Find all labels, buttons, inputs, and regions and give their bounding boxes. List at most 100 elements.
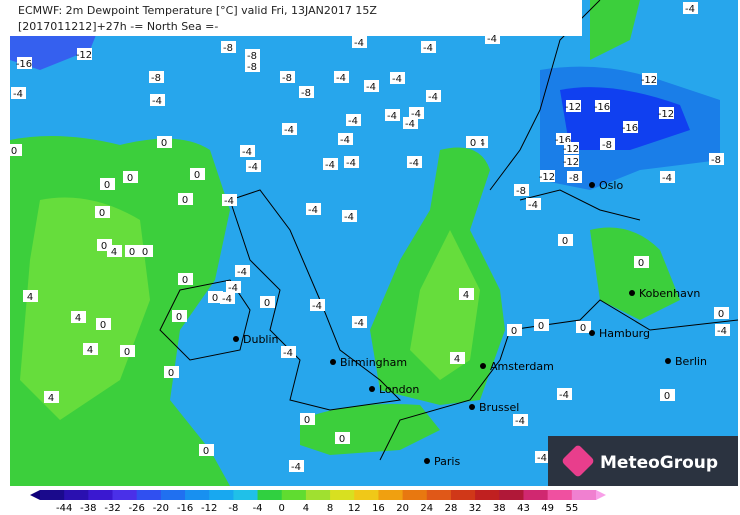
colorbar: -44 -38 -32 -26 -20 -16 -12 -8 -4 0 4 8 12 16 20 24 28 32… xyxy=(30,490,606,514)
label-box xyxy=(342,210,357,222)
colorbar-segment xyxy=(547,490,573,500)
label-box xyxy=(564,142,579,154)
contour-label: -4 xyxy=(291,462,301,473)
contour-label: -16 xyxy=(16,59,32,70)
contour-label: -4 xyxy=(559,390,569,401)
label-box xyxy=(7,144,22,156)
colorbar-tick-label: 20 xyxy=(396,503,409,514)
colorbar-end xyxy=(596,490,606,500)
colorbar-segment xyxy=(64,490,89,500)
colorbar-tick-label: 49 xyxy=(541,503,554,514)
label-box xyxy=(352,36,367,48)
label-box xyxy=(534,319,549,331)
cities: Oslo Kobenhavn Hamburg Berlin Dublin Birmingh… xyxy=(233,179,707,468)
contour-label: -4 xyxy=(537,453,547,464)
contour-label: 0 xyxy=(664,391,670,402)
contour-label: -4 xyxy=(308,205,318,216)
contour-label: -8 xyxy=(223,43,233,54)
contour-label: -4 xyxy=(685,4,695,15)
label-box xyxy=(44,391,59,403)
label-box xyxy=(634,256,649,268)
label-box xyxy=(514,184,529,196)
colorbar-tick-label: 24 xyxy=(420,503,433,514)
contour-label: 0 xyxy=(129,247,135,258)
contour-label: -12 xyxy=(658,109,674,120)
contour-label: -4 xyxy=(354,318,364,329)
contour-label: -4 xyxy=(228,283,238,294)
colorbar-tick-label: -8 xyxy=(228,503,238,514)
contour-label: 0 xyxy=(212,293,218,304)
label-box xyxy=(600,138,615,150)
colorbar-tick-label: 12 xyxy=(348,503,361,514)
label-box xyxy=(149,71,164,83)
contour-label: -4 xyxy=(344,212,354,223)
label-box xyxy=(178,193,193,205)
label-box xyxy=(300,413,315,425)
label-box xyxy=(96,318,111,330)
label-box xyxy=(245,60,260,72)
contour-label: 0 xyxy=(194,170,200,181)
label-box xyxy=(390,72,405,84)
label-box xyxy=(421,41,436,53)
label-box xyxy=(338,133,353,145)
city-marker xyxy=(665,358,671,364)
label-box xyxy=(507,324,522,336)
contour-label: 0 xyxy=(161,138,167,149)
contour-label: -8 xyxy=(282,73,292,84)
label-box xyxy=(246,160,261,172)
label-box xyxy=(120,345,135,357)
colorbar-segment xyxy=(330,490,355,500)
label-box xyxy=(595,100,610,112)
contour-label: -4 xyxy=(284,125,294,136)
contour-label: -4 xyxy=(411,109,421,120)
green-area xyxy=(590,227,680,320)
contour-label: 0 xyxy=(100,320,106,331)
label-box xyxy=(576,321,591,333)
label-box xyxy=(557,388,572,400)
contour-label: 0 xyxy=(11,146,17,157)
contour-label: 0 xyxy=(182,275,188,286)
contour-label: -8 xyxy=(247,51,257,62)
contour-label: -4 xyxy=(405,119,415,130)
colorbar-tick-label: -38 xyxy=(80,503,96,514)
city-marker xyxy=(589,330,595,336)
contour-label: -12 xyxy=(539,172,555,183)
colorbar-tick-label: 8 xyxy=(327,503,333,514)
colorbar-segment xyxy=(88,490,114,500)
label-box xyxy=(107,245,122,257)
label-box xyxy=(100,178,115,190)
label-box xyxy=(281,346,296,358)
label-box xyxy=(323,158,338,170)
colorbar-tick-label: -32 xyxy=(104,503,120,514)
contour-label: -4 xyxy=(312,301,322,312)
colorbar-segment xyxy=(209,490,234,500)
label-box xyxy=(566,100,581,112)
label-box xyxy=(222,194,237,206)
contour-label: -4 xyxy=(409,158,419,169)
contour-label: -8 xyxy=(301,88,311,99)
city-marker xyxy=(330,359,336,365)
contour-label: -4 xyxy=(242,147,252,158)
colorbar-segment xyxy=(450,490,476,500)
label-box xyxy=(289,460,304,472)
contour-label: -12 xyxy=(563,144,579,155)
colorbar-segment xyxy=(136,490,162,500)
contour-label: 0 xyxy=(718,309,724,320)
contour-label: -4 xyxy=(152,96,162,107)
colorbar-segment xyxy=(499,490,524,500)
colorbar-end xyxy=(30,490,40,500)
logo-text: MeteoGroup xyxy=(600,453,718,473)
label-box xyxy=(123,171,138,183)
contour-label: -12 xyxy=(563,157,579,168)
contour-labels: -16-12-8-8-8-4 -4-4-8 -8 -4-4-4-8-4-4 -4-4 -4… xyxy=(7,2,730,473)
label-box xyxy=(260,296,275,308)
city-marker xyxy=(589,182,595,188)
colorbar-tick-label: -26 xyxy=(129,503,145,514)
colorbar-tick-label: -16 xyxy=(177,503,193,514)
city-name: Paris xyxy=(434,455,460,468)
contour-label: -8 xyxy=(602,140,612,151)
colorbar-tick-label: -44 xyxy=(56,503,72,514)
label-box xyxy=(240,145,255,157)
city-name: Brussel xyxy=(479,401,519,414)
